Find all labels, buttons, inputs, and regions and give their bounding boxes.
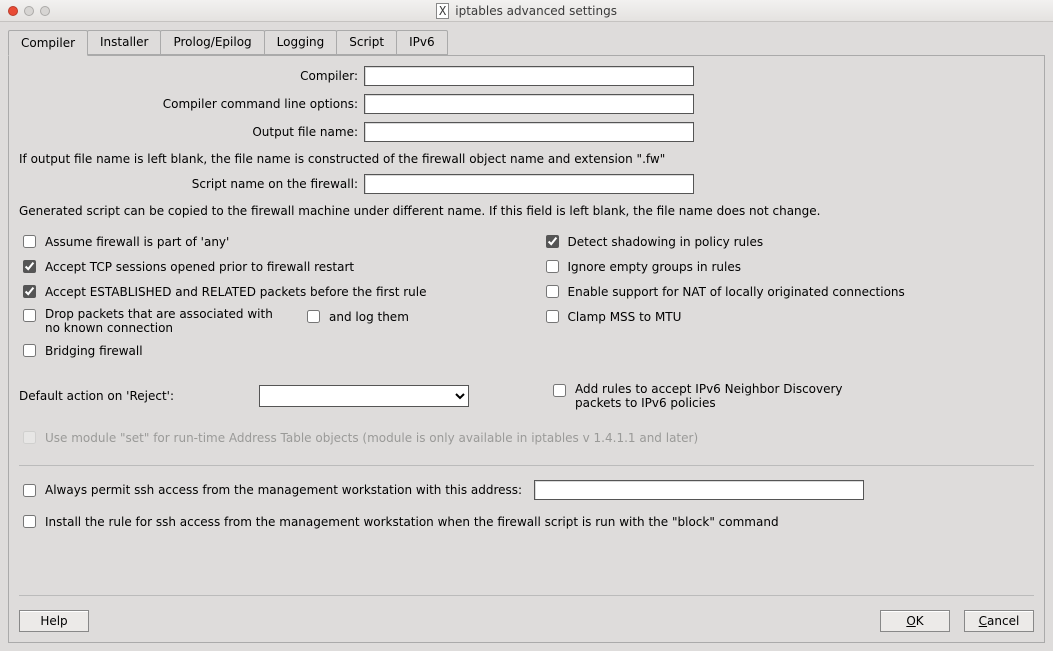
compiler-input[interactable] — [364, 66, 694, 86]
module-set-checkbox — [23, 431, 36, 444]
cmdline-label: Compiler command line options: — [19, 97, 364, 111]
cmdline-input[interactable] — [364, 94, 694, 114]
ssh-block-label: Install the rule for ssh access from the… — [45, 515, 779, 529]
tab-installer[interactable]: Installer — [87, 30, 161, 55]
cancel-mnemonic: C — [979, 614, 987, 628]
drop-log-label: and log them — [329, 310, 409, 324]
detect-shadow-label: Detect shadowing in policy rules — [568, 235, 764, 249]
detect-shadow-checkbox[interactable] — [546, 235, 559, 248]
compiler-label: Compiler: — [19, 69, 364, 83]
bridging-checkbox[interactable] — [23, 344, 36, 357]
accept-tcp-checkbox[interactable] — [23, 260, 36, 273]
accept-tcp-label: Accept TCP sessions opened prior to fire… — [45, 260, 354, 274]
clamp-mss-checkbox[interactable] — [546, 310, 559, 323]
module-set-row: Use module "set" for run-time Address Ta… — [19, 428, 1034, 447]
close-icon[interactable] — [8, 6, 18, 16]
button-bar: Help OK Cancel — [19, 595, 1034, 632]
window-title: X iptables advanced settings — [0, 3, 1053, 19]
tab-logging[interactable]: Logging — [264, 30, 338, 55]
scriptname-info: Generated script can be copied to the fi… — [19, 204, 1034, 218]
accept-est-label: Accept ESTABLISHED and RELATED packets b… — [45, 285, 426, 299]
app-icon: X — [436, 3, 449, 19]
window-title-text: iptables advanced settings — [455, 4, 617, 18]
nat-local-label: Enable support for NAT of locally origin… — [568, 285, 905, 299]
assume-any-checkbox[interactable] — [23, 235, 36, 248]
minimize-icon[interactable] — [24, 6, 34, 16]
module-set-label: Use module "set" for run-time Address Ta… — [45, 431, 698, 445]
scriptname-input[interactable] — [364, 174, 694, 194]
options-left: Assume firewall is part of 'any' Accept … — [19, 226, 512, 366]
tab-ipv6[interactable]: IPv6 — [396, 30, 448, 55]
options-grid: Assume firewall is part of 'any' Accept … — [19, 226, 1034, 366]
tab-compiler[interactable]: Compiler — [8, 30, 88, 56]
client-area: Compiler Installer Prolog/Epilog Logging… — [0, 22, 1053, 651]
reject-row: Default action on 'Reject': Add rules to… — [19, 376, 1034, 416]
tab-prolog-epilog[interactable]: Prolog/Epilog — [160, 30, 264, 55]
zoom-icon[interactable] — [40, 6, 50, 16]
ssh-permit-label: Always permit ssh access from the manage… — [45, 483, 522, 497]
nat-local-checkbox[interactable] — [546, 285, 559, 298]
reject-label: Default action on 'Reject': — [19, 389, 239, 403]
compiler-pane: Compiler: Compiler command line options:… — [8, 55, 1045, 643]
bridging-label: Bridging firewall — [45, 344, 143, 358]
window-controls — [0, 6, 50, 16]
titlebar: X iptables advanced settings — [0, 0, 1053, 22]
ssh-address-input[interactable] — [534, 480, 864, 500]
iptables-settings-window: X iptables advanced settings Compiler In… — [0, 0, 1053, 651]
help-button-label: Help — [40, 614, 67, 628]
ipv6-nd-label: Add rules to accept IPv6 Neighbor Discov… — [575, 382, 875, 410]
ok-mnemonic: O — [906, 614, 915, 628]
options-right: Detect shadowing in policy rules Ignore … — [542, 226, 1035, 366]
outfile-label: Output file name: — [19, 125, 364, 139]
ipv6-nd-checkbox[interactable] — [553, 384, 566, 397]
assume-any-label: Assume firewall is part of 'any' — [45, 235, 229, 249]
drop-log-checkbox[interactable] — [307, 310, 320, 323]
scriptname-label: Script name on the firewall: — [19, 177, 364, 191]
drop-unknown-label: Drop packets that are associated with no… — [45, 307, 285, 335]
ssh-block-checkbox[interactable] — [23, 515, 36, 528]
tab-script[interactable]: Script — [336, 30, 397, 55]
drop-unknown-checkbox[interactable] — [23, 309, 36, 322]
divider — [19, 465, 1034, 466]
help-button[interactable]: Help — [19, 610, 89, 632]
ssh-permit-checkbox[interactable] — [23, 484, 36, 497]
outfile-info: If output file name is left blank, the f… — [19, 152, 1034, 166]
outfile-input[interactable] — [364, 122, 694, 142]
ignore-empty-label: Ignore empty groups in rules — [568, 260, 741, 274]
ok-button[interactable]: OK — [880, 610, 950, 632]
ignore-empty-checkbox[interactable] — [546, 260, 559, 273]
cancel-button[interactable]: Cancel — [964, 610, 1034, 632]
accept-est-checkbox[interactable] — [23, 285, 36, 298]
ok-rest: K — [916, 614, 924, 628]
tabstrip: Compiler Installer Prolog/Epilog Logging… — [8, 30, 1045, 55]
reject-combo[interactable] — [259, 385, 469, 407]
clamp-mss-label: Clamp MSS to MTU — [568, 310, 682, 324]
cancel-rest: ancel — [987, 614, 1019, 628]
